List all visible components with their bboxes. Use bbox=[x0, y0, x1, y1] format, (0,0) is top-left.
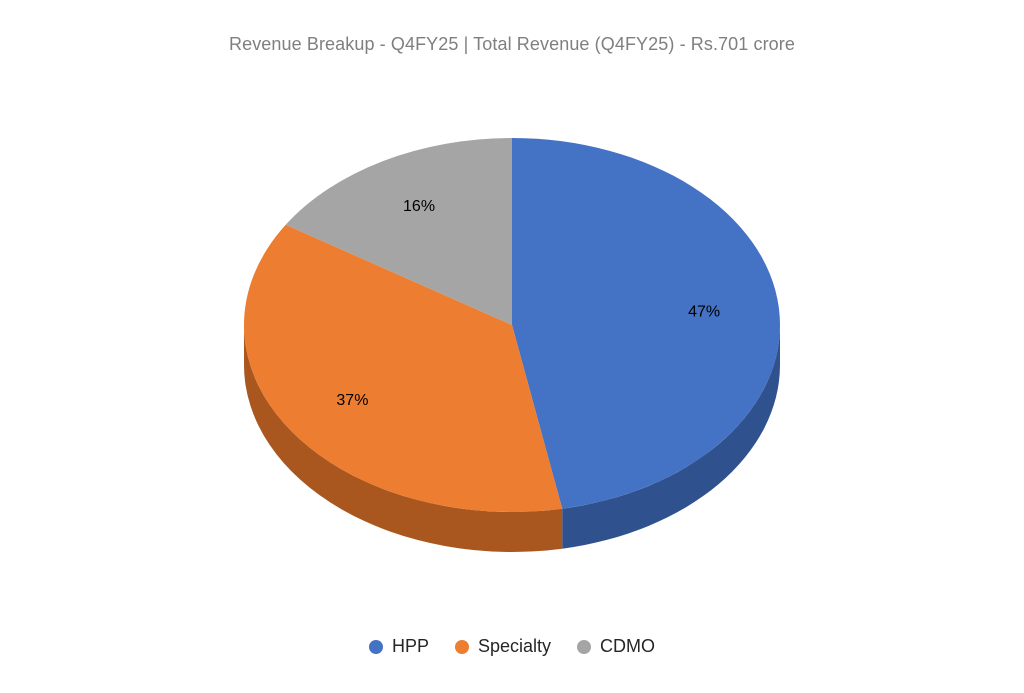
legend-swatch-cdmo bbox=[577, 639, 592, 654]
legend: HPP Specialty CDMO bbox=[0, 636, 1024, 657]
legend-label-specialty: Specialty bbox=[477, 636, 552, 656]
pie-side-hpp bbox=[562, 325, 780, 549]
legend-item-hpp: HPP bbox=[368, 636, 429, 657]
data-label-hpp: 47% bbox=[688, 304, 720, 321]
chart-title: Revenue Breakup - Q4FY25 | Total Revenue… bbox=[228, 34, 796, 54]
pie-slice-cdmo bbox=[285, 138, 512, 325]
pie-slice-hpp bbox=[512, 138, 780, 509]
legend-item-cdmo: CDMO bbox=[577, 636, 655, 657]
legend-swatch-hpp bbox=[368, 639, 383, 654]
legend-swatch-specialty bbox=[454, 639, 469, 654]
pie-data-labels: 47% 37% 16% bbox=[336, 198, 720, 409]
pie-sides bbox=[244, 325, 780, 553]
data-label-cdmo: 16% bbox=[403, 198, 435, 215]
pie-slices bbox=[244, 138, 780, 512]
legend-label-hpp: HPP bbox=[391, 636, 429, 656]
pie-side-specialty bbox=[244, 325, 563, 553]
pie-slice-specialty bbox=[244, 224, 563, 512]
legend-label-cdmo: CDMO bbox=[600, 636, 656, 656]
legend-item-specialty: Specialty bbox=[454, 636, 552, 657]
data-label-specialty: 37% bbox=[336, 392, 368, 409]
